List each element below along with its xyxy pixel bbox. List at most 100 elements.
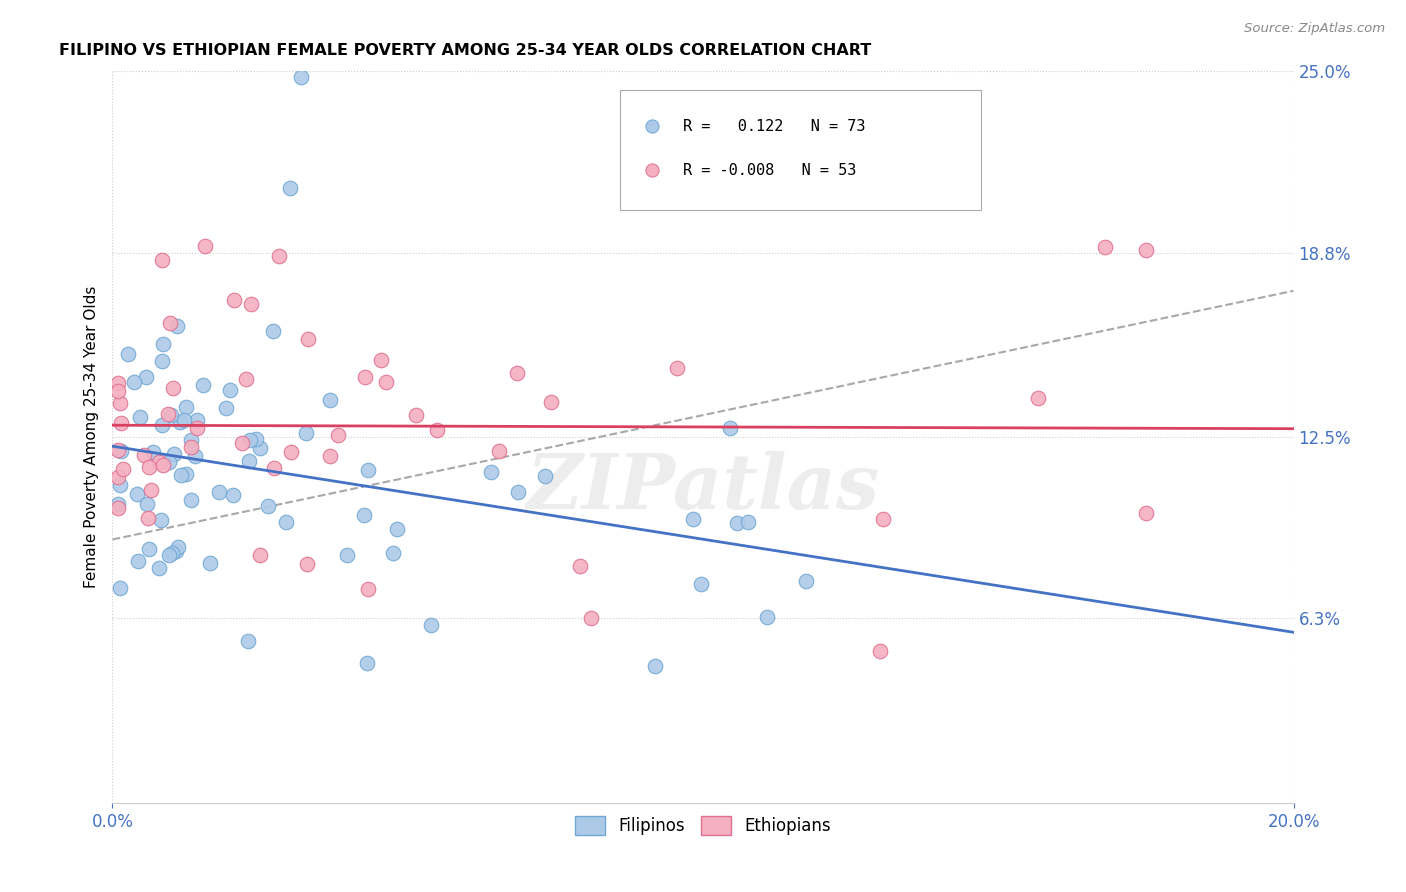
Point: [353, 508, 375, 523]
Point: [381, 546, 404, 560]
Point: [267, 249, 290, 263]
Point: [194, 238, 217, 252]
Point: [107, 501, 129, 516]
Point: [238, 454, 260, 468]
Point: [186, 413, 208, 427]
Point: [186, 420, 208, 434]
Point: [138, 460, 160, 475]
Point: [796, 574, 818, 588]
Point: [682, 512, 704, 526]
Point: [488, 443, 510, 458]
Point: [236, 634, 259, 648]
Point: [249, 441, 271, 455]
Point: [219, 383, 242, 397]
Point: [129, 409, 152, 424]
FancyBboxPatch shape: [620, 90, 980, 211]
Point: [215, 401, 238, 416]
Point: [139, 483, 162, 497]
Point: [135, 369, 157, 384]
Point: [135, 496, 157, 510]
Point: [295, 426, 318, 441]
Point: [274, 515, 297, 529]
Text: Source: ZipAtlas.com: Source: ZipAtlas.com: [1244, 22, 1385, 36]
Point: [354, 370, 377, 384]
Point: [690, 577, 713, 591]
Point: [107, 376, 129, 390]
Point: [127, 554, 149, 568]
Point: [108, 478, 131, 492]
Text: R = -0.008   N = 53: R = -0.008 N = 53: [683, 162, 856, 178]
Point: [125, 487, 148, 501]
Point: [122, 375, 145, 389]
Point: [110, 443, 132, 458]
Point: [148, 561, 170, 575]
Point: [262, 324, 284, 338]
Point: [159, 409, 181, 423]
Point: [107, 497, 129, 511]
Point: [198, 556, 221, 570]
Point: [737, 515, 759, 529]
Point: [405, 408, 427, 422]
Point: [426, 423, 449, 437]
Point: [107, 384, 129, 398]
Point: [152, 253, 174, 268]
Point: [163, 447, 186, 461]
Point: [235, 372, 257, 386]
Point: [1094, 240, 1116, 254]
Point: [170, 467, 193, 482]
Point: [180, 440, 202, 454]
Point: [176, 401, 198, 415]
Point: [173, 413, 195, 427]
Point: [534, 469, 557, 483]
Point: [166, 319, 188, 334]
Point: [869, 643, 891, 657]
Point: [245, 432, 267, 446]
Point: [152, 458, 174, 472]
Point: [336, 548, 359, 562]
Point: [110, 396, 132, 410]
Point: [107, 470, 129, 484]
Legend: Filipinos, Ethiopians: Filipinos, Ethiopians: [568, 809, 838, 842]
Point: [110, 416, 132, 430]
Y-axis label: Female Poverty Among 25-34 Year Olds: Female Poverty Among 25-34 Year Olds: [83, 286, 98, 588]
Point: [357, 462, 380, 476]
Point: [356, 657, 378, 671]
Point: [756, 610, 779, 624]
Point: [263, 461, 285, 475]
Point: [136, 511, 159, 525]
Point: [191, 378, 214, 392]
Point: [159, 316, 181, 330]
Point: [319, 392, 342, 407]
Point: [665, 360, 688, 375]
Point: [149, 513, 172, 527]
Point: [169, 415, 191, 429]
Point: [1026, 391, 1049, 405]
Point: [162, 381, 184, 395]
Point: [1135, 506, 1157, 520]
Point: [240, 297, 263, 311]
Point: [508, 484, 530, 499]
Point: [239, 434, 262, 448]
Point: [150, 354, 173, 368]
Point: [208, 484, 231, 499]
Point: [872, 512, 894, 526]
Point: [174, 467, 197, 481]
Point: [506, 366, 529, 380]
Point: [156, 407, 179, 421]
Point: [278, 181, 301, 195]
Point: [180, 434, 202, 448]
Point: [290, 70, 312, 85]
Point: [231, 435, 253, 450]
Point: [1135, 243, 1157, 257]
Point: [375, 376, 398, 390]
Point: [280, 444, 302, 458]
Text: ZIPatlas: ZIPatlas: [526, 451, 880, 525]
Point: [152, 337, 174, 351]
Text: R =   0.122   N = 73: R = 0.122 N = 73: [683, 119, 866, 134]
Point: [725, 516, 748, 531]
Point: [644, 658, 666, 673]
Point: [222, 488, 245, 502]
Point: [138, 541, 160, 556]
Point: [479, 465, 502, 479]
Point: [183, 449, 205, 463]
